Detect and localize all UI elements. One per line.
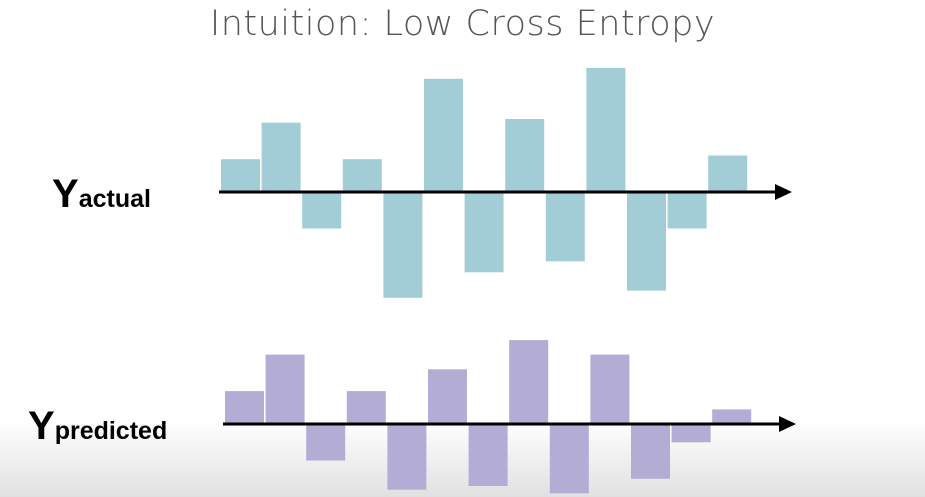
predicted-bar-2: [265, 354, 305, 424]
actual-bar-7: [464, 192, 504, 273]
actual-bar-4: [342, 159, 382, 193]
actual-bar-9: [545, 192, 585, 262]
predicted-bar-10: [590, 354, 630, 424]
actual-bar-group: [221, 67, 748, 298]
predicted-arrow-head-icon: [779, 416, 796, 432]
y-predicted-label-subscript: predicted: [54, 417, 168, 445]
predicted-bar-6: [428, 369, 467, 425]
actual-bar-5: [383, 192, 423, 298]
y-predicted-label-main: Y: [28, 404, 55, 448]
predicted-bar-12: [671, 424, 711, 443]
predicted-bar-11: [631, 424, 670, 479]
actual-bar-2: [261, 122, 301, 192]
predicted-bar-13: [712, 409, 752, 424]
y-actual-label-main: Y: [52, 172, 79, 216]
y-actual-label-subscript: actual: [78, 185, 151, 213]
actual-bar-1: [221, 159, 260, 193]
actual-bar-3: [302, 192, 342, 229]
actual-arrow-head-icon: [775, 184, 792, 200]
predicted-bar-8: [509, 340, 549, 424]
actual-bar-8: [505, 119, 545, 192]
actual-bar-10: [586, 67, 626, 192]
actual-bar-13: [708, 155, 748, 192]
y-predicted-label: Ypredicted: [28, 404, 167, 449]
page-title: Intuition: Low Cross Entropy: [209, 4, 716, 44]
predicted-bar-5: [387, 424, 427, 490]
actual-bar-11: [627, 192, 666, 291]
predicted-bar-3: [306, 424, 346, 461]
predicted-bar-group: [225, 340, 752, 494]
predicted-bar-9: [549, 424, 589, 494]
predicted-bar-4: [346, 391, 386, 424]
actual-bar-6: [424, 78, 463, 192]
predicted-bar-7: [468, 424, 508, 486]
actual-bar-12: [667, 192, 707, 229]
y-actual-label: Yactual: [52, 172, 151, 217]
predicted-bar-1: [225, 391, 264, 424]
